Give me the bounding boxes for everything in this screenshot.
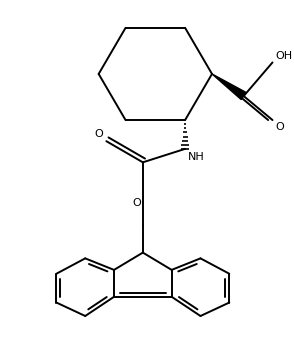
Polygon shape <box>212 74 246 100</box>
Text: OH: OH <box>275 51 293 61</box>
Text: O: O <box>275 122 284 132</box>
Text: NH: NH <box>188 152 205 162</box>
Text: O: O <box>95 129 103 139</box>
Text: O: O <box>132 198 141 208</box>
